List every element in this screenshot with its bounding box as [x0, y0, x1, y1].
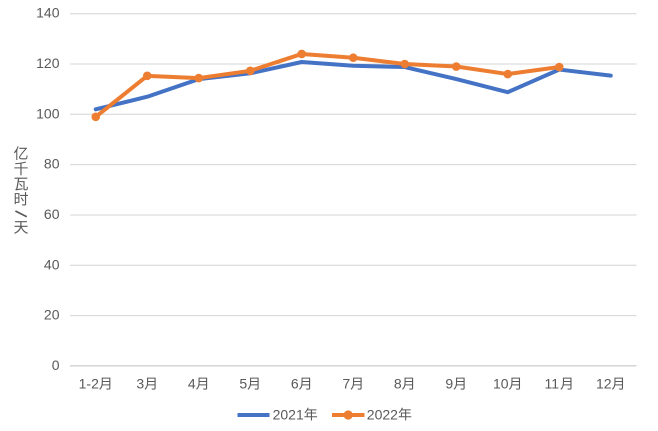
svg-text:11: 11: [544, 376, 559, 392]
svg-text:100: 100: [36, 105, 60, 121]
svg-text:10: 10: [493, 376, 509, 392]
svg-text:80: 80: [44, 156, 60, 172]
svg-text:120: 120: [36, 55, 60, 71]
svg-text:0: 0: [52, 357, 60, 373]
svg-text:140: 140: [36, 5, 60, 21]
svg-text:2021: 2021: [273, 406, 304, 422]
svg-text:4: 4: [188, 376, 196, 392]
svg-text:9: 9: [445, 376, 453, 392]
svg-text:1-2: 1-2: [79, 376, 99, 392]
svg-text:12: 12: [596, 376, 612, 392]
svg-text:20: 20: [44, 307, 60, 323]
svg-text:6: 6: [291, 376, 299, 392]
svg-text:3: 3: [136, 376, 144, 392]
svg-text:7: 7: [342, 376, 350, 392]
svg-text:40: 40: [44, 256, 60, 272]
svg-text:8: 8: [394, 376, 402, 392]
svg-text:2022: 2022: [367, 406, 398, 422]
svg-text:60: 60: [44, 206, 60, 222]
svg-text:5: 5: [239, 376, 247, 392]
